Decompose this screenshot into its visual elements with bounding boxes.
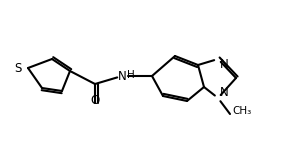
Text: CH₃: CH₃ xyxy=(232,106,251,116)
Text: N: N xyxy=(118,70,126,83)
Text: S: S xyxy=(15,61,22,75)
Text: N: N xyxy=(220,86,229,99)
Text: H: H xyxy=(127,70,135,80)
Text: N: N xyxy=(220,58,229,71)
Text: O: O xyxy=(90,94,100,107)
